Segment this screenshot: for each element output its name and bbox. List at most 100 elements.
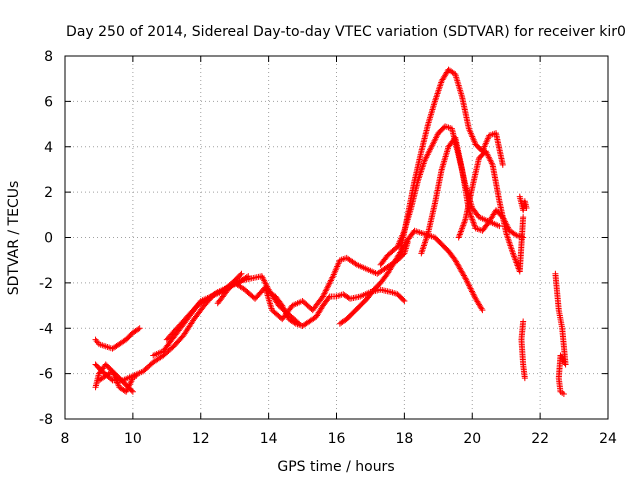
- data-point: [506, 240, 513, 247]
- y-tick-label: -8: [39, 412, 53, 428]
- data-point: [400, 296, 407, 303]
- data-point: [323, 286, 330, 293]
- data-point: [352, 260, 359, 267]
- x-tick-label: 20: [463, 431, 481, 447]
- chart-title: Day 250 of 2014, Sidereal Day-to-day VTE…: [66, 24, 626, 40]
- data-point: [467, 285, 474, 292]
- data-point: [512, 231, 519, 238]
- data-point: [419, 245, 426, 252]
- data-point: [463, 276, 470, 283]
- data-point: [469, 288, 476, 295]
- data-point: [325, 294, 332, 301]
- data-point: [560, 391, 567, 398]
- data-point: [499, 161, 506, 168]
- data-point: [325, 281, 332, 288]
- data-point: [419, 247, 426, 254]
- x-axis-label: GPS time / hours: [277, 459, 394, 475]
- data-point: [462, 275, 469, 282]
- data-point: [421, 240, 428, 247]
- data-point: [321, 290, 328, 297]
- data-point: [135, 326, 142, 333]
- data-point: [466, 282, 473, 289]
- data-point: [434, 92, 441, 99]
- data-point: [401, 298, 408, 305]
- data-point: [327, 278, 334, 285]
- y-tick-label: -4: [39, 321, 53, 337]
- y-axis-label: SDTVAR / TECUs: [6, 181, 22, 296]
- data-point: [433, 93, 440, 100]
- data-point: [129, 388, 136, 395]
- data-point: [505, 237, 512, 244]
- data-point: [326, 280, 333, 287]
- data-point: [420, 242, 427, 249]
- data-point: [436, 85, 443, 92]
- data-point: [421, 239, 428, 246]
- x-tick-label: 8: [61, 431, 70, 447]
- y-tick-label: 0: [44, 231, 53, 247]
- data-point: [320, 292, 327, 299]
- data-point: [128, 387, 135, 394]
- data-point: [422, 237, 429, 244]
- data-point: [434, 90, 441, 97]
- y-tick-label: 6: [44, 94, 53, 110]
- data-point: [324, 284, 331, 291]
- data-point: [469, 289, 476, 296]
- x-tick-label: 18: [395, 431, 413, 447]
- data-point: [108, 376, 115, 383]
- x-tick-label: 24: [599, 431, 617, 447]
- data-point: [322, 289, 329, 296]
- data-point: [245, 273, 252, 280]
- grid: [65, 56, 608, 419]
- y-tick-label: -6: [39, 367, 53, 383]
- data-point: [418, 250, 425, 257]
- data-point: [465, 281, 472, 288]
- data-point: [521, 375, 528, 382]
- data-point: [136, 325, 143, 332]
- data-point: [436, 84, 443, 91]
- plot-frame: [64, 55, 609, 420]
- data-point: [420, 244, 427, 251]
- data-point: [464, 279, 471, 286]
- data-point: [507, 244, 514, 251]
- data-point: [496, 223, 503, 230]
- data-point: [523, 205, 530, 212]
- data-point: [463, 278, 470, 285]
- data-point: [508, 245, 515, 252]
- data-point: [503, 231, 510, 238]
- data-point: [432, 96, 439, 103]
- data-point: [435, 88, 442, 95]
- data-point: [322, 287, 329, 294]
- data-point: [437, 82, 444, 89]
- y-tick-label: 8: [44, 49, 53, 65]
- x-tick-label: 12: [192, 431, 210, 447]
- data-point: [418, 248, 425, 255]
- data-point: [327, 277, 334, 284]
- data-point: [504, 233, 511, 240]
- data-point: [243, 274, 250, 281]
- data-point: [328, 275, 335, 282]
- data-point: [471, 292, 478, 299]
- data-point: [213, 289, 220, 296]
- data-point: [325, 283, 332, 290]
- data-point: [291, 319, 298, 326]
- data-point: [237, 271, 244, 278]
- x-tick-label: 10: [124, 431, 142, 447]
- data-point: [319, 293, 326, 300]
- x-tick-label: 14: [260, 431, 278, 447]
- data-point: [479, 307, 486, 314]
- y-tick-label: 2: [44, 185, 53, 201]
- data-point: [432, 95, 439, 102]
- data-point: [470, 291, 477, 298]
- data-points: [92, 66, 569, 398]
- y-tick-label: 4: [44, 140, 53, 156]
- data-point: [468, 287, 475, 294]
- data-point: [329, 274, 336, 281]
- data-point: [507, 242, 514, 249]
- data-point: [435, 87, 442, 94]
- data-point: [238, 270, 245, 277]
- data-point: [504, 234, 511, 241]
- data-point: [520, 214, 527, 221]
- y-tick-label: -2: [39, 276, 53, 292]
